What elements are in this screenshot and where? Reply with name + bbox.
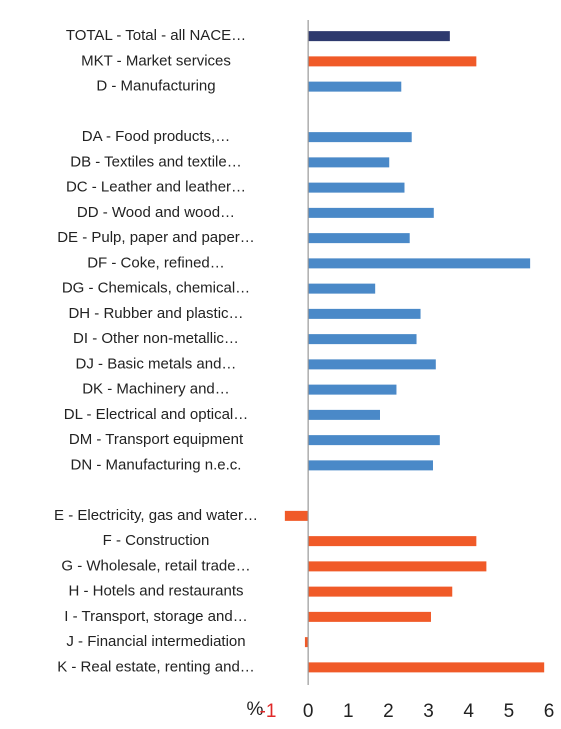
y-tick-label: E - Electricity, gas and water… <box>54 507 258 524</box>
y-tick-label: DJ - Basic metals and… <box>76 355 237 372</box>
bar <box>308 132 412 143</box>
y-tick-label: TOTAL - Total - all NACE… <box>66 27 246 44</box>
y-tick-label: DG - Chemicals, chemical… <box>62 280 250 297</box>
y-tick-label: DE - Pulp, paper and paper… <box>57 229 255 246</box>
bar <box>308 561 487 572</box>
x-tick-label: 1 <box>343 701 354 722</box>
bar <box>308 586 453 597</box>
y-tick-label: DC - Leather and leather… <box>66 179 246 196</box>
bar <box>308 157 390 168</box>
bar <box>308 662 545 673</box>
y-tick-label: DB - Textiles and textile… <box>70 153 241 170</box>
y-tick-label: DA - Food products,… <box>82 128 230 145</box>
y-tick-label: DL - Electrical and optical… <box>64 406 249 423</box>
bar <box>308 536 477 547</box>
y-tick-label: DD - Wood and wood… <box>77 204 235 221</box>
x-tick-label: 2 <box>383 701 394 722</box>
y-tick-label: I - Transport, storage and… <box>64 608 247 625</box>
bar <box>308 384 397 395</box>
y-tick-label: K - Real estate, renting and… <box>57 658 255 675</box>
x-tick-label: 4 <box>463 701 474 722</box>
bar <box>308 182 405 193</box>
y-tick-label: DM - Transport equipment <box>69 431 244 448</box>
bar <box>308 611 431 622</box>
bar <box>308 359 436 370</box>
bar <box>308 435 440 446</box>
y-tick-label: MKT - Market services <box>81 52 231 69</box>
bar <box>308 81 402 92</box>
bar <box>308 409 380 420</box>
y-tick-label: DH - Rubber and plastic… <box>68 305 243 322</box>
y-tick-label: J - Financial intermediation <box>66 633 245 650</box>
bar <box>304 637 309 648</box>
y-tick-label: F - Construction <box>103 532 210 549</box>
x-tick-label: 0 <box>303 701 314 722</box>
y-tick-label: G - Wholesale, retail trade… <box>61 557 250 574</box>
y-tick-label: DN - Manufacturing n.e.c. <box>71 456 242 473</box>
x-tick-label: -1 <box>260 701 277 722</box>
y-tick-label: DK - Machinery and… <box>82 381 230 398</box>
x-tick-label: 5 <box>504 701 515 722</box>
x-tick-label: 3 <box>423 701 434 722</box>
y-tick-label: H - Hotels and restaurants <box>68 583 243 600</box>
x-axis-label: % <box>247 699 264 720</box>
bar <box>308 308 421 319</box>
x-tick-label: 6 <box>544 701 555 722</box>
bar <box>308 460 433 471</box>
bar <box>308 334 417 345</box>
bar <box>308 56 477 67</box>
y-tick-label: DF - Coke, refined… <box>87 254 225 271</box>
bar <box>308 233 410 244</box>
bar <box>308 207 434 218</box>
bar <box>284 510 309 521</box>
bar <box>308 283 376 294</box>
y-tick-label: DI - Other non-metallic… <box>73 330 239 347</box>
bar <box>308 31 450 42</box>
bar <box>308 258 531 269</box>
y-tick-label: D - Manufacturing <box>96 78 215 95</box>
